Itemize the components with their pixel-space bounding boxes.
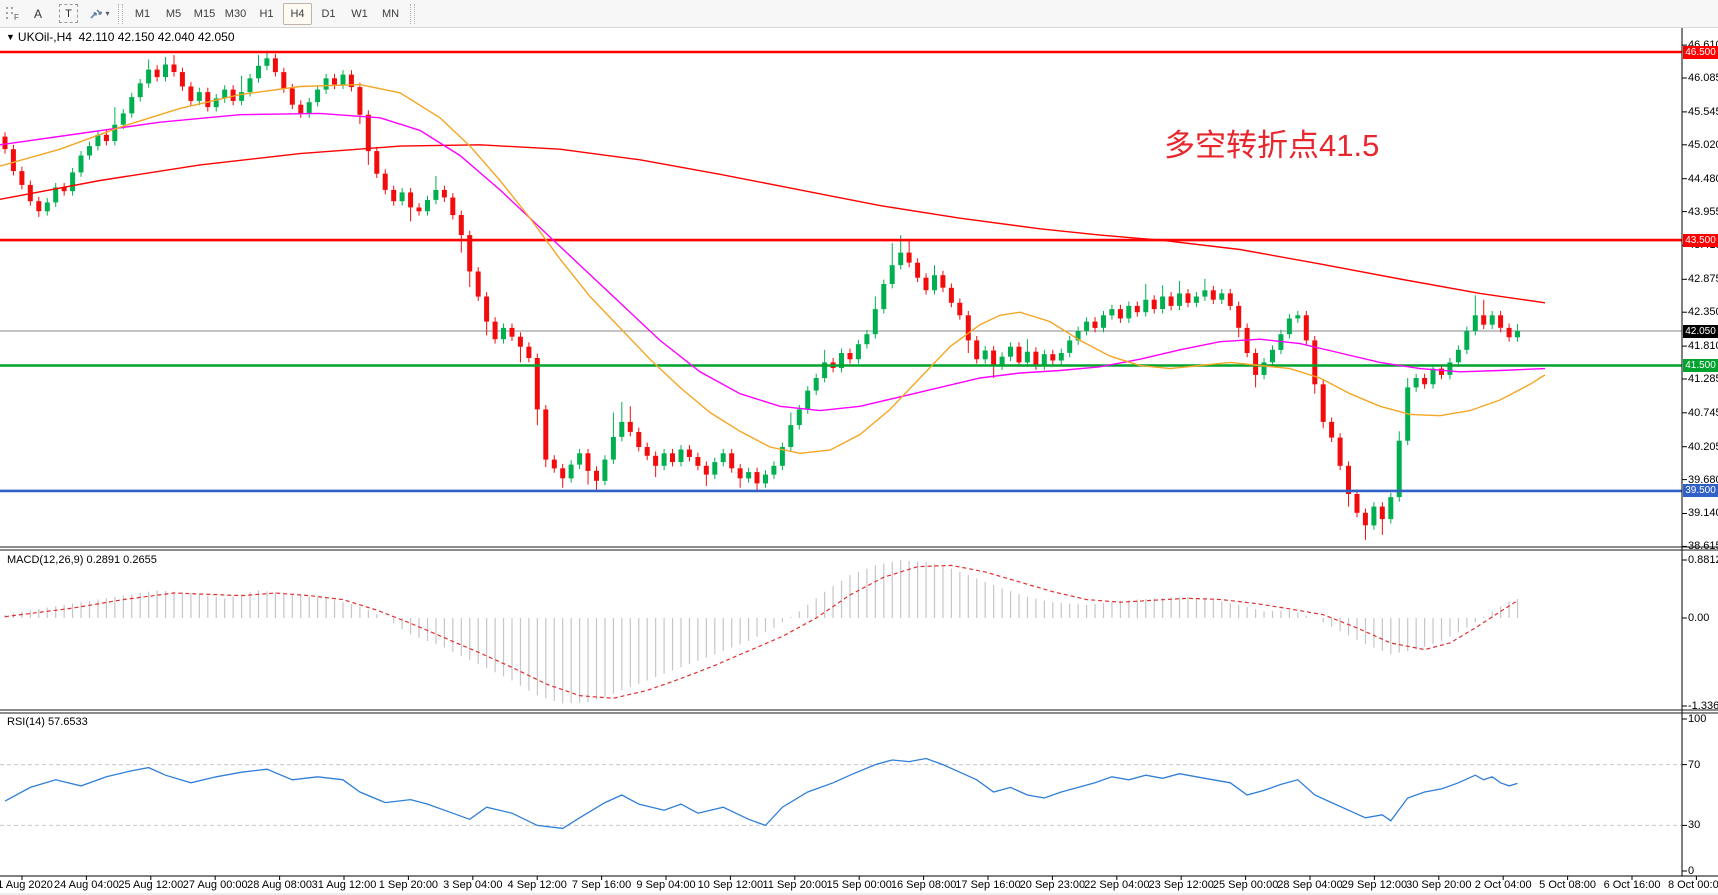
slow-ma-line [0, 144, 1546, 304]
price-axis-tick[interactable]: 39.680 [1688, 473, 1718, 486]
timeframe-button-H1[interactable]: H1 [259, 7, 274, 20]
time-axis-label: 28 Aug 08:00 [247, 879, 313, 891]
price-badge-39.500: 39.500 [1683, 484, 1718, 498]
rsi-axis-tick[interactable]: 0 [1688, 865, 1695, 877]
time-axis-label: 4 Sep 12:00 [507, 879, 567, 891]
time-axis-label: 30 Sep 20:00 [1406, 879, 1472, 891]
time-axis-label: 17 Sep 16:00 [955, 879, 1021, 891]
timeframe-button-M30[interactable]: M30 [224, 7, 247, 20]
timeframe-button-M5[interactable]: M5 [165, 7, 182, 20]
arrows-tool-button[interactable]: ▾ [88, 3, 110, 24]
toolbar-drag-handle[interactable] [118, 3, 123, 24]
chart-grid-tool-button[interactable]: F [1, 3, 23, 24]
price-badge-41.500: 41.500 [1683, 359, 1718, 372]
price-badge-42.050: 42.050 [1683, 324, 1718, 338]
time-axis-label: 23 Sep 12:00 [1148, 879, 1214, 891]
time-axis-label: 15 Sep 00:00 [826, 879, 892, 891]
chevron-down-icon: ▾ [105, 9, 110, 18]
symbol-label: UKOil-,H4 [17, 30, 72, 44]
price-axis-tick[interactable]: 40.205 [1688, 440, 1718, 453]
label-tool-button[interactable]: A [27, 3, 49, 24]
time-axis-label: 25 Sep 00:00 [1212, 879, 1279, 891]
rsi-axis-tick[interactable]: 30 [1688, 819, 1701, 832]
price-axis-tick[interactable]: 38.615 [1688, 540, 1718, 553]
text-t-icon: T [65, 7, 72, 20]
time-axis-label: 9 Sep 04:00 [636, 879, 696, 891]
time-axis-label: 27 Aug 00:00 [182, 879, 248, 891]
macd-histogram [4, 560, 1519, 704]
chart-title: ▼ UKOil-,H4 42.110 42.150 42.040 42.050 [6, 30, 235, 44]
price-axis-tick[interactable]: 45.020 [1688, 138, 1718, 151]
price-axis-tick[interactable]: 39.140 [1688, 507, 1718, 520]
svg-text:F: F [14, 13, 19, 21]
panel-splitter[interactable] [0, 707, 1682, 715]
rsi-line [4, 757, 1518, 830]
rsi-axis-tick[interactable]: 100 [1688, 713, 1707, 725]
timeframe-button-M1[interactable]: M1 [134, 7, 151, 20]
label-a-icon: A [33, 6, 42, 21]
rsi-indicator-label: RSI(14) 57.6533 [7, 716, 88, 728]
timeframe-button-H4[interactable]: H4 [283, 2, 312, 25]
time-axis-label: 21 Aug 2020 [0, 879, 53, 891]
timeframe-button-MN[interactable]: MN [381, 7, 400, 20]
medium-ma-line [0, 112, 1546, 412]
macd-axis-tick[interactable]: -1.3368 [1688, 699, 1718, 712]
time-axis-label: 3 Sep 04:00 [443, 879, 503, 891]
time-axis-label: 20 Sep 23:00 [1019, 879, 1086, 891]
dotted-grid-icon: F [5, 6, 20, 21]
status-strip [0, 893, 1718, 895]
macd-signal-line [4, 564, 1518, 699]
fast-ma-line [0, 83, 1546, 455]
ohlc-values: 42.110 42.150 42.040 42.050 [78, 30, 235, 44]
arrows-icon [88, 7, 104, 21]
time-axis-label: 5 Oct 08:00 [1539, 879, 1597, 891]
chart-text-annotation[interactable]: 多空转折点41.5 [1164, 128, 1380, 163]
time-axis-label: 1 Sep 20:00 [378, 879, 439, 891]
candlestick-series [2, 50, 1520, 540]
price-axis-tick[interactable]: 45.545 [1688, 105, 1718, 118]
time-axis-label: 24 Aug 04:00 [53, 879, 119, 891]
price-badge-46.500: 46.500 [1683, 45, 1718, 59]
time-axis-label: 7 Sep 16:00 [571, 879, 632, 891]
time-axis-label: 28 Sep 04:00 [1277, 879, 1343, 891]
price-badge-43.500: 43.500 [1683, 233, 1718, 247]
timeframe-button-W1[interactable]: W1 [351, 7, 368, 20]
time-axis-label: 10 Sep 12:00 [697, 879, 764, 891]
time-axis-label: 25 Aug 12:00 [118, 879, 184, 891]
symbol-dropdown-icon[interactable]: ▼ [6, 32, 15, 42]
panel-splitter[interactable] [0, 544, 1682, 552]
time-axis-label: 6 Oct 16:00 [1603, 879, 1661, 891]
time-axis-label: 29 Sep 12:00 [1341, 879, 1408, 891]
toolbar: F A T ▾ M1 M5 M15 M30 H1 H4 D1 W1 MN [0, 0, 1718, 28]
rsi-axis-tick[interactable]: 70 [1688, 758, 1701, 771]
price-axis-tick[interactable]: 42.350 [1688, 306, 1718, 319]
timeframe-button-M15[interactable]: M15 [193, 7, 216, 20]
time-axis-label: 11 Sep 20:00 [762, 879, 828, 891]
text-tool-button[interactable]: T [59, 4, 78, 23]
toolbar-drag-handle[interactable] [410, 3, 415, 24]
price-axis-tick[interactable]: 41.810 [1688, 340, 1718, 353]
timeframe-button-D1[interactable]: D1 [321, 7, 336, 20]
time-axis-label: 22 Sep 04:00 [1084, 879, 1150, 891]
price-axis-tick[interactable]: 40.745 [1688, 406, 1718, 419]
price-axis-tick[interactable]: 44.480 [1688, 172, 1718, 185]
macd-axis-tick[interactable]: 0.00 [1688, 612, 1710, 624]
price-axis-tick[interactable]: 41.285 [1688, 372, 1718, 385]
macd-indicator-label: MACD(12,26,9) 0.2891 0.2655 [7, 554, 157, 566]
time-axis-label: 2 Oct 04:00 [1474, 879, 1532, 891]
time-axis-label: 8 Oct 00:00 [1667, 879, 1718, 891]
price-axis-tick[interactable]: 46.085 [1688, 72, 1718, 85]
macd-axis-tick[interactable]: 0.8812 [1688, 554, 1718, 567]
timeframe-group: M1 M5 M15 M30 H1 H4 D1 W1 MN [127, 2, 406, 25]
price-axis-tick[interactable]: 42.875 [1688, 273, 1718, 286]
time-axis-label: 16 Sep 08:00 [890, 879, 957, 891]
price-axis-tick[interactable]: 43.955 [1688, 205, 1718, 218]
time-axis-label: 31 Aug 12:00 [311, 879, 377, 891]
